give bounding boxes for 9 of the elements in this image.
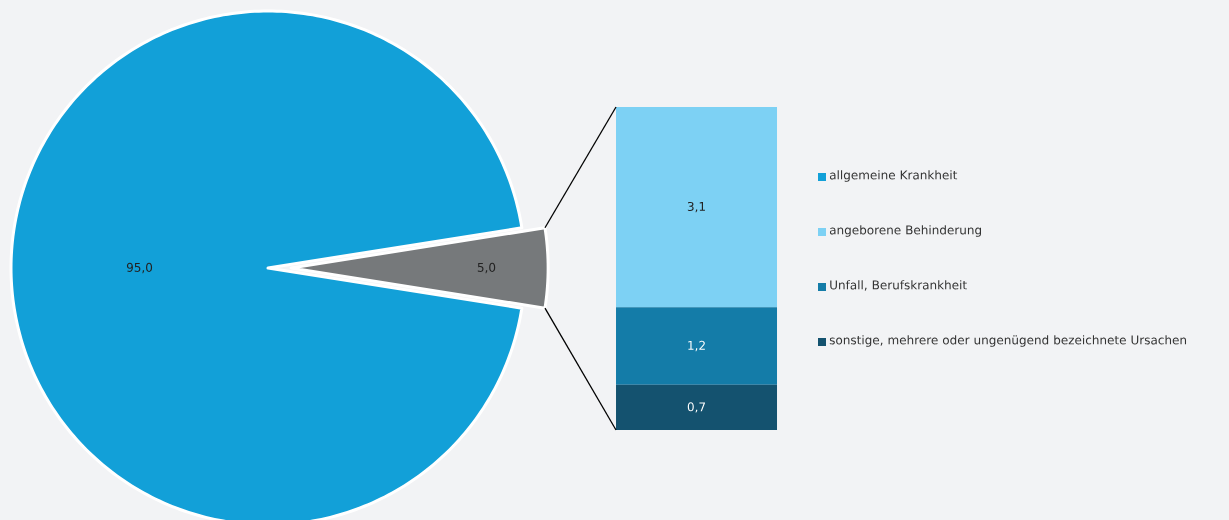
data-label: 5,0	[477, 262, 496, 274]
legend-label: sonstige, mehrere oder ungenügend bezeichnete Ursachen	[829, 335, 1187, 347]
data-label: 3,1	[687, 201, 705, 213]
data-label: 0,7	[687, 402, 706, 413]
legend-label: Unfall, Berufskrankheit	[830, 280, 967, 291]
legend-label: allgemeine Krankheit	[829, 170, 958, 182]
data-label: 1,2	[688, 340, 705, 352]
legend-label: angeborene Behinderung	[829, 225, 981, 237]
data-label: 95,0	[126, 262, 153, 274]
